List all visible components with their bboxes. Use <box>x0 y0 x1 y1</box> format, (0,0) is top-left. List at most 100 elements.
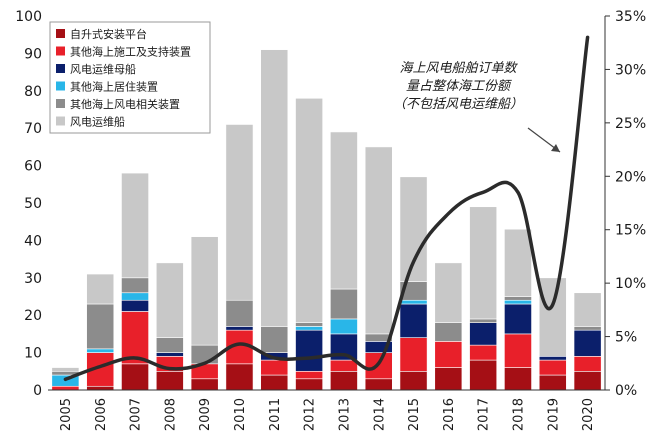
y-tick-label: 100 <box>15 9 42 25</box>
bar-segment <box>155 262 184 338</box>
bars <box>51 49 602 391</box>
y2-tick-label: 0% <box>615 383 637 399</box>
bar-segment <box>51 367 80 372</box>
bar-segment <box>469 359 498 391</box>
bar-segment <box>225 124 254 301</box>
bar-segment <box>469 344 498 361</box>
bar-segment <box>504 296 532 301</box>
y2-tick-label: 5% <box>615 330 637 346</box>
bar-segment <box>86 385 115 391</box>
bar-segment <box>260 49 289 327</box>
bar-segment <box>364 146 393 335</box>
bar-segment <box>155 337 184 353</box>
left-axis: 0 10 20 30 40 50 60 70 80 90 100 <box>15 9 42 399</box>
bar-segment <box>295 322 323 327</box>
annotation-text: 量占整体海工份额 <box>406 79 512 94</box>
bar-segment <box>86 273 115 305</box>
bar-segment <box>155 370 184 391</box>
bar-segment <box>573 326 602 331</box>
bar-segment <box>399 303 428 338</box>
x-tick-label: 2011 <box>268 398 283 431</box>
bar-segment <box>504 228 532 297</box>
bar-segment <box>51 385 80 391</box>
y-tick-label: 20 <box>24 308 42 324</box>
bar-segment <box>364 378 393 391</box>
bar-segment <box>573 292 602 327</box>
bar-segment <box>538 277 567 357</box>
bar-segment <box>538 359 567 376</box>
x-tick-label: 2020 <box>581 398 596 431</box>
x-tick-label: 2014 <box>372 398 387 431</box>
x-tick-label: 2013 <box>337 398 352 431</box>
y-tick-label: 10 <box>24 346 42 362</box>
bar-segment <box>225 363 254 391</box>
bar-segment <box>121 311 149 365</box>
y-tick-label: 0 <box>33 383 42 399</box>
bar-segment <box>469 322 498 346</box>
bar-segment <box>504 333 532 368</box>
bar-segment <box>121 363 149 391</box>
bar-segment <box>399 299 428 305</box>
share-line <box>63 35 590 382</box>
bar-segment <box>260 359 289 376</box>
x-tick-label: 2017 <box>477 398 492 431</box>
x-tick-label: 2007 <box>129 398 144 431</box>
legend-label: 其他海上居住装置 <box>70 80 158 94</box>
bar-segment <box>504 367 532 391</box>
y-tick-label: 40 <box>24 233 42 249</box>
legend-label: 其他海上施工及支持装置 <box>70 45 191 59</box>
bar-segment <box>295 378 323 391</box>
bar-segment <box>260 374 289 391</box>
bar-segment <box>260 326 289 353</box>
bar-segment <box>190 236 219 346</box>
y-tick-label: 70 <box>24 121 42 137</box>
x-tick-label: 2006 <box>94 398 109 431</box>
y-tick-label: 30 <box>24 271 42 287</box>
legend-swatch <box>56 29 65 38</box>
bar-segment <box>295 326 323 331</box>
x-tick-label: 2016 <box>442 398 457 431</box>
annotation-arrow-head <box>551 144 560 152</box>
bar-segment <box>295 329 323 372</box>
bar-segment <box>399 370 428 391</box>
bar-segment <box>121 277 149 294</box>
bar-segment <box>573 356 602 372</box>
legend-label: 其他海上风电相关装置 <box>70 97 180 111</box>
bar-segment <box>190 344 219 365</box>
y2-tick-label: 35% <box>615 9 646 25</box>
legend-swatch <box>56 64 65 73</box>
y-tick-label: 60 <box>24 159 42 175</box>
bar-segment <box>190 378 219 391</box>
annotation-text: 海上风电船舶订单数 <box>399 61 518 76</box>
bar-segment <box>330 370 358 391</box>
bar-segment <box>330 131 358 290</box>
bar-segment <box>504 303 532 335</box>
share-line-path <box>63 35 590 382</box>
bar-segment <box>121 292 149 301</box>
bar-segment <box>538 356 567 361</box>
x-tick-label: 2010 <box>233 398 248 431</box>
bar-segment <box>295 370 323 380</box>
bar-segment <box>504 299 532 305</box>
bar-segment <box>434 322 463 342</box>
x-tick-label: 2008 <box>163 398 178 431</box>
x-tick-label: 2015 <box>407 398 422 431</box>
bar-segment <box>86 303 115 350</box>
legend-label: 风电运维母船 <box>70 62 136 76</box>
y2-tick-label: 20% <box>615 169 646 185</box>
y2-tick-label: 15% <box>615 223 646 239</box>
legend-label: 风电运维船 <box>70 115 125 129</box>
x-tick-label: 2018 <box>512 398 527 431</box>
legend-box <box>49 21 211 134</box>
bar-segment <box>225 299 254 327</box>
y2-tick-label: 30% <box>615 62 646 78</box>
annotation-text: （不包括风电运维船） <box>393 96 523 112</box>
bar-segment <box>121 172 149 279</box>
bar-segment <box>399 337 428 372</box>
bar-segment <box>155 352 184 357</box>
x-tick-label: 2009 <box>198 398 213 431</box>
bar-segment <box>434 341 463 368</box>
bar-segment <box>330 288 358 320</box>
